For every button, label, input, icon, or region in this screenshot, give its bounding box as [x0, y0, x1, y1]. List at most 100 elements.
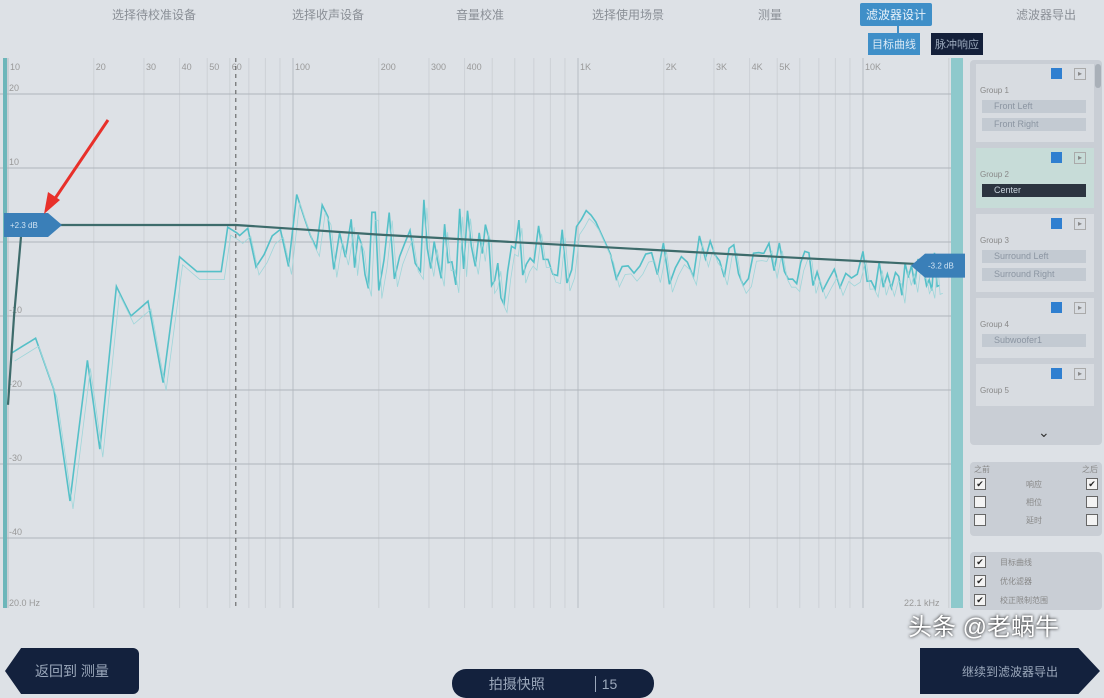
- option-label: 优化滤器: [1000, 577, 1032, 586]
- channel-item[interactable]: Surround Right: [982, 268, 1086, 281]
- channel-group[interactable]: ▸ Group 3 Surround Left Surround Right: [976, 214, 1094, 292]
- step-scenario[interactable]: 选择使用场景: [592, 8, 665, 22]
- option-checkbox[interactable]: ✔: [974, 575, 986, 587]
- channel-item[interactable]: Front Left: [982, 100, 1086, 113]
- filter-icon[interactable]: [1051, 218, 1062, 229]
- before-label: 之前: [974, 465, 990, 474]
- snapshot-button[interactable]: 拍摄快照 15: [452, 669, 654, 698]
- chevron-down-icon[interactable]: ⌄: [1038, 424, 1050, 440]
- group-label: Group 2: [980, 170, 1009, 179]
- y-tick-label: -20: [9, 379, 22, 389]
- x-tick-label: 50: [209, 62, 219, 72]
- range-low-label: 20.0 Hz: [9, 598, 41, 608]
- after-checkbox[interactable]: [1086, 496, 1098, 508]
- low-gain-handle: [4, 212, 62, 237]
- step-select-mic[interactable]: 选择收声设备: [292, 8, 365, 22]
- x-tick-label: 1K: [580, 62, 591, 72]
- low-range-bar: [3, 58, 7, 608]
- filter-icon[interactable]: [1051, 302, 1062, 313]
- channel-name: Front Right: [994, 119, 1039, 129]
- tab-target-curve[interactable]: 目标曲线: [868, 33, 920, 55]
- expand-icon[interactable]: ▸: [1074, 68, 1086, 80]
- channel-group[interactable]: ▸ Group 2 Center: [976, 148, 1094, 208]
- x-tick-label: 2K: [666, 62, 677, 72]
- before-checkbox[interactable]: [974, 496, 986, 508]
- channel-item[interactable]: Front Right: [982, 118, 1086, 131]
- snapshot-label: 拍摄快照: [488, 675, 545, 692]
- channel-group[interactable]: ▸ Group 4 Subwoofer1: [976, 298, 1094, 358]
- x-tick-label: 10K: [865, 62, 881, 72]
- filter-icon[interactable]: [1051, 152, 1062, 163]
- after-checkbox[interactable]: ✔: [1086, 478, 1098, 490]
- channel-item[interactable]: Subwoofer1: [982, 334, 1086, 347]
- watermark: 头条 @老蜗牛: [908, 614, 1060, 641]
- expand-icon[interactable]: ▸: [1074, 368, 1086, 380]
- group-label: Group 4: [980, 320, 1009, 329]
- x-tick-label: 60: [232, 62, 242, 72]
- measured-curve: [11, 194, 941, 502]
- x-tick-label: 40: [182, 62, 192, 72]
- y-tick-label: 10: [9, 157, 19, 167]
- connector: [897, 22, 899, 34]
- channel-name: Front Left: [994, 101, 1033, 111]
- step-select-device[interactable]: 选择待校准设备: [112, 8, 197, 22]
- group-label: Group 5: [980, 386, 1009, 395]
- high-range-bar: [951, 58, 963, 608]
- step-filter-design[interactable]: 滤波器设计: [860, 3, 933, 26]
- x-tick-label: 5K: [779, 62, 790, 72]
- display-row-label: 相位: [1026, 498, 1042, 507]
- display-row-label: 响应: [1026, 480, 1042, 489]
- expand-icon[interactable]: ▸: [1074, 218, 1086, 230]
- range-high-label: 22.1 kHz: [904, 598, 940, 608]
- next-label: 继续到滤波器导出: [961, 664, 1058, 679]
- x-tick-label: 200: [381, 62, 396, 72]
- channel-name: Surround Left: [994, 251, 1049, 261]
- filter-icon[interactable]: [1051, 68, 1062, 79]
- option-label: 目标曲线: [1000, 558, 1032, 567]
- x-tick-label: 10: [10, 62, 20, 72]
- tab-impulse-response[interactable]: 脉冲响应: [931, 33, 983, 55]
- after-label: 之后: [1082, 465, 1098, 474]
- x-tick-label: 4K: [752, 62, 763, 72]
- before-checkbox[interactable]: ✔: [974, 478, 986, 490]
- channel-name: Center: [994, 185, 1022, 195]
- back-to-measure-button[interactable]: 返回到 测量: [5, 648, 139, 694]
- channel-list-scrollbar[interactable]: [1095, 64, 1101, 88]
- next-filter-export-button[interactable]: 继续到滤波器导出: [920, 648, 1100, 694]
- high-gain-handle: [911, 253, 965, 278]
- channel-item[interactable]: Surround Left: [982, 250, 1086, 263]
- channel-item[interactable]: Center: [982, 184, 1086, 197]
- snapshot-count: 15: [594, 675, 617, 692]
- step-filter-export[interactable]: 滤波器导出: [1016, 8, 1077, 22]
- step-level[interactable]: 音量校准: [456, 8, 505, 22]
- display-row-label: 延时: [1026, 516, 1042, 525]
- y-tick-label: -30: [9, 453, 22, 463]
- back-label: 返回到 测量: [35, 663, 109, 679]
- after-checkbox[interactable]: [1086, 514, 1098, 526]
- measured-curve-secondary: [14, 202, 943, 510]
- low-gain-label: +2.3 dB: [10, 221, 38, 230]
- before-checkbox[interactable]: [974, 514, 986, 526]
- display-options: 之前 之后 ✔ 响应 ✔ 相位延时: [970, 462, 1102, 536]
- option-checkbox[interactable]: ✔: [974, 594, 986, 606]
- option-label: 校正限制范围: [1000, 596, 1048, 605]
- filter-icon[interactable]: [1051, 368, 1062, 379]
- frequency-response-chart[interactable]: 10 20 30 40 50 60 100 200 300 400 1K 2K 3K 4K 5K 10K 20 1…: [0, 58, 968, 613]
- step-measure[interactable]: 测量: [758, 8, 783, 22]
- x-tick-label: 300: [431, 62, 446, 72]
- y-tick-label: 20: [9, 83, 19, 93]
- x-tick-label: 20: [96, 62, 106, 72]
- target-curve: [6, 223, 949, 405]
- channel-group[interactable]: ▸ Group 1 Front Left Front Right: [976, 64, 1094, 142]
- channel-list: ▸ Group 1 Front Left Front Right ▸ Group 2 Cen…: [970, 60, 1102, 445]
- high-gain-label: -3.2 dB: [928, 262, 954, 271]
- x-tick-label: 100: [295, 62, 310, 72]
- x-tick-label: 30: [146, 62, 156, 72]
- expand-icon[interactable]: ▸: [1074, 302, 1086, 314]
- channel-group[interactable]: ▸ Group 5: [976, 364, 1094, 406]
- x-tick-label: 3K: [716, 62, 727, 72]
- option-checkbox[interactable]: ✔: [974, 556, 986, 568]
- y-tick-label: -40: [9, 527, 22, 537]
- expand-icon[interactable]: ▸: [1074, 152, 1086, 164]
- channel-name: Surround Right: [994, 269, 1055, 279]
